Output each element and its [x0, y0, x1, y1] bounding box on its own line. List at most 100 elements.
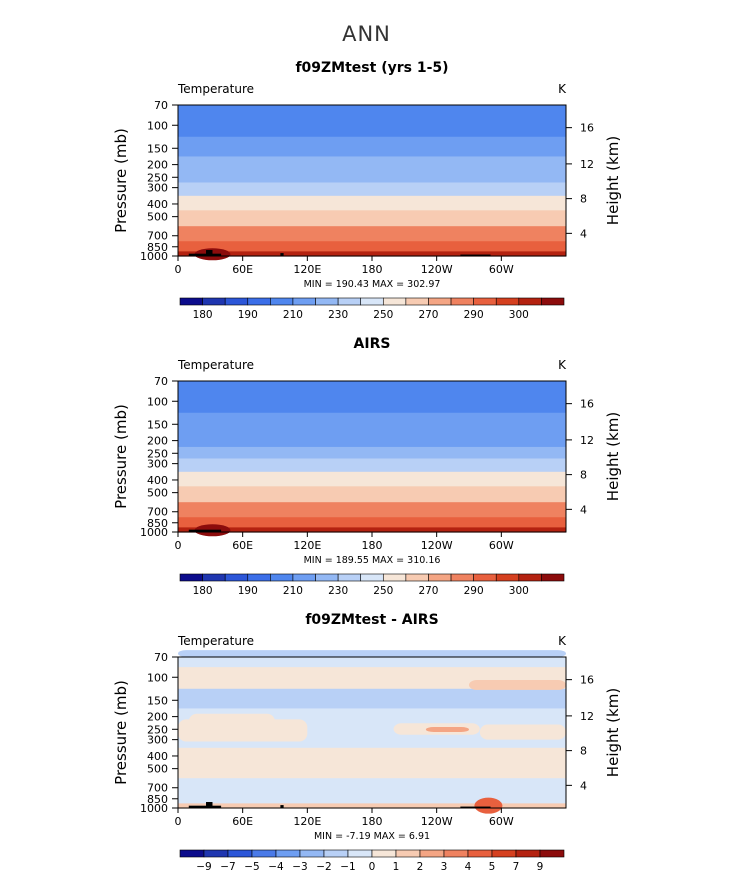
colorbar-box: [315, 297, 339, 306]
colorbar-box: [382, 573, 407, 582]
panel-title: f09ZMtest - AIRS: [305, 612, 438, 628]
colorbar-label: 7: [513, 861, 520, 872]
colorbar: 180 190 210 230 250 270 290 300: [179, 573, 565, 597]
colorbar-label: 180: [193, 585, 213, 597]
colorbar-label: 9: [537, 861, 544, 872]
pressure-tick-label: 100: [147, 671, 168, 684]
colorbar-label: 300: [509, 585, 529, 597]
height-tick-label: 16: [580, 674, 594, 687]
units-label: K: [558, 634, 567, 648]
colorbar-label: 3: [441, 861, 448, 872]
level-band-700: [178, 226, 566, 242]
min-max-stats: MIN = -7.19 MAX = 6.91: [314, 831, 430, 842]
units-label: K: [558, 82, 567, 96]
colorbar-box: [405, 573, 429, 582]
colorbar-label: 250: [373, 585, 393, 597]
colorbar-box: [299, 849, 325, 858]
level-band-400: [178, 195, 566, 211]
level-band-200: [178, 432, 566, 448]
pressure-tick-label: 1000: [140, 526, 168, 539]
colorbar-label: 0: [369, 861, 376, 872]
level-band-100: [178, 667, 566, 690]
level-band-850: [178, 793, 566, 804]
lon-tick-label: 60E: [232, 815, 253, 828]
ylabel: Pressure (mb): [112, 128, 130, 233]
colorbar-box: [203, 849, 229, 858]
colorbar-box: [539, 849, 565, 858]
height-tick-label: 8: [580, 469, 587, 482]
ylabel: Pressure (mb): [112, 404, 130, 509]
level-band-300: [178, 182, 566, 197]
level-band-150: [178, 136, 566, 158]
lon-tick-label: 120E: [293, 263, 321, 276]
level-band-250: [178, 446, 566, 460]
lon-tick-label: 0: [175, 263, 182, 276]
colorbar-box: [292, 297, 316, 306]
variable-label: Temperature: [177, 82, 254, 96]
colorbar-label: 250: [373, 309, 393, 321]
colorbar-label: 290: [464, 585, 484, 597]
colorbar-box: [292, 573, 316, 582]
topography: [188, 250, 491, 256]
height-tick-label: 4: [580, 503, 587, 516]
pressure-tick-label: 100: [147, 119, 168, 132]
colorbar-box: [360, 297, 384, 306]
height-tick-label: 12: [580, 158, 594, 171]
diff-patch-5: [479, 724, 566, 740]
colorbar-box: [202, 573, 226, 582]
colorbar-box: [224, 573, 249, 582]
colorbar-box: [251, 849, 277, 858]
variable-label: Temperature: [177, 634, 254, 648]
pressure-tick-label: 500: [147, 211, 168, 224]
panel-1: f09ZMtest (yrs 1-5) Temperature K 70 100 150 2…: [112, 60, 622, 321]
pressure-tick-label: 400: [147, 474, 168, 487]
level-band-400: [178, 471, 566, 487]
lon-tick-label: 60W: [489, 815, 514, 828]
colorbar-label: −1: [340, 861, 355, 872]
diff-patch-6: [178, 650, 566, 657]
colorbar-label: 5: [489, 861, 496, 872]
colorbar-label: 1: [393, 861, 400, 872]
level-band-500: [178, 210, 566, 227]
colorbar-label: −3: [292, 861, 307, 872]
colorbar-box: [395, 849, 421, 858]
pressure-tick-label: 150: [147, 418, 168, 431]
colorbar-label: 300: [509, 309, 529, 321]
diff-patch-3: [425, 726, 469, 732]
pressure-tick-label: 850: [147, 517, 168, 530]
colorbar-box: [347, 849, 373, 858]
colorbar-box: [202, 297, 226, 306]
contour-field: [178, 381, 566, 537]
level-band-500: [178, 762, 566, 779]
colorbar-box: [518, 573, 542, 582]
colorbar-label: 4: [465, 861, 472, 872]
lon-tick-label: 120W: [421, 539, 453, 552]
pressure-tick-label: 700: [147, 506, 168, 519]
colorbar-label: 270: [418, 309, 438, 321]
colorbar-box: [518, 297, 542, 306]
colorbar-box: [323, 849, 349, 858]
level-band-850: [178, 241, 566, 252]
topo-block: [460, 254, 491, 256]
level-band-150: [178, 688, 566, 710]
colorbar-box: [179, 297, 203, 306]
lon-tick-label: 180: [362, 815, 383, 828]
level-band-300: [178, 458, 566, 473]
lon-tick-label: 120E: [293, 815, 321, 828]
colorbar-box: [227, 849, 253, 858]
level-band-70: [178, 657, 566, 668]
pressure-tick-label: 250: [147, 447, 168, 460]
level-band-850: [178, 517, 566, 528]
colorbar-box: [491, 849, 517, 858]
level-band-100: [178, 115, 566, 138]
colorbar-box: [428, 573, 452, 582]
height-tick-label: 16: [580, 398, 594, 411]
pressure-tick-label: 400: [147, 198, 168, 211]
lon-tick-label: 120W: [421, 815, 453, 828]
level-band-700: [178, 778, 566, 794]
level-band-500: [178, 486, 566, 503]
colorbar-box: [428, 297, 452, 306]
topo-block: [280, 805, 284, 808]
colorbar-box: [360, 573, 384, 582]
colorbar-box: [337, 297, 362, 306]
